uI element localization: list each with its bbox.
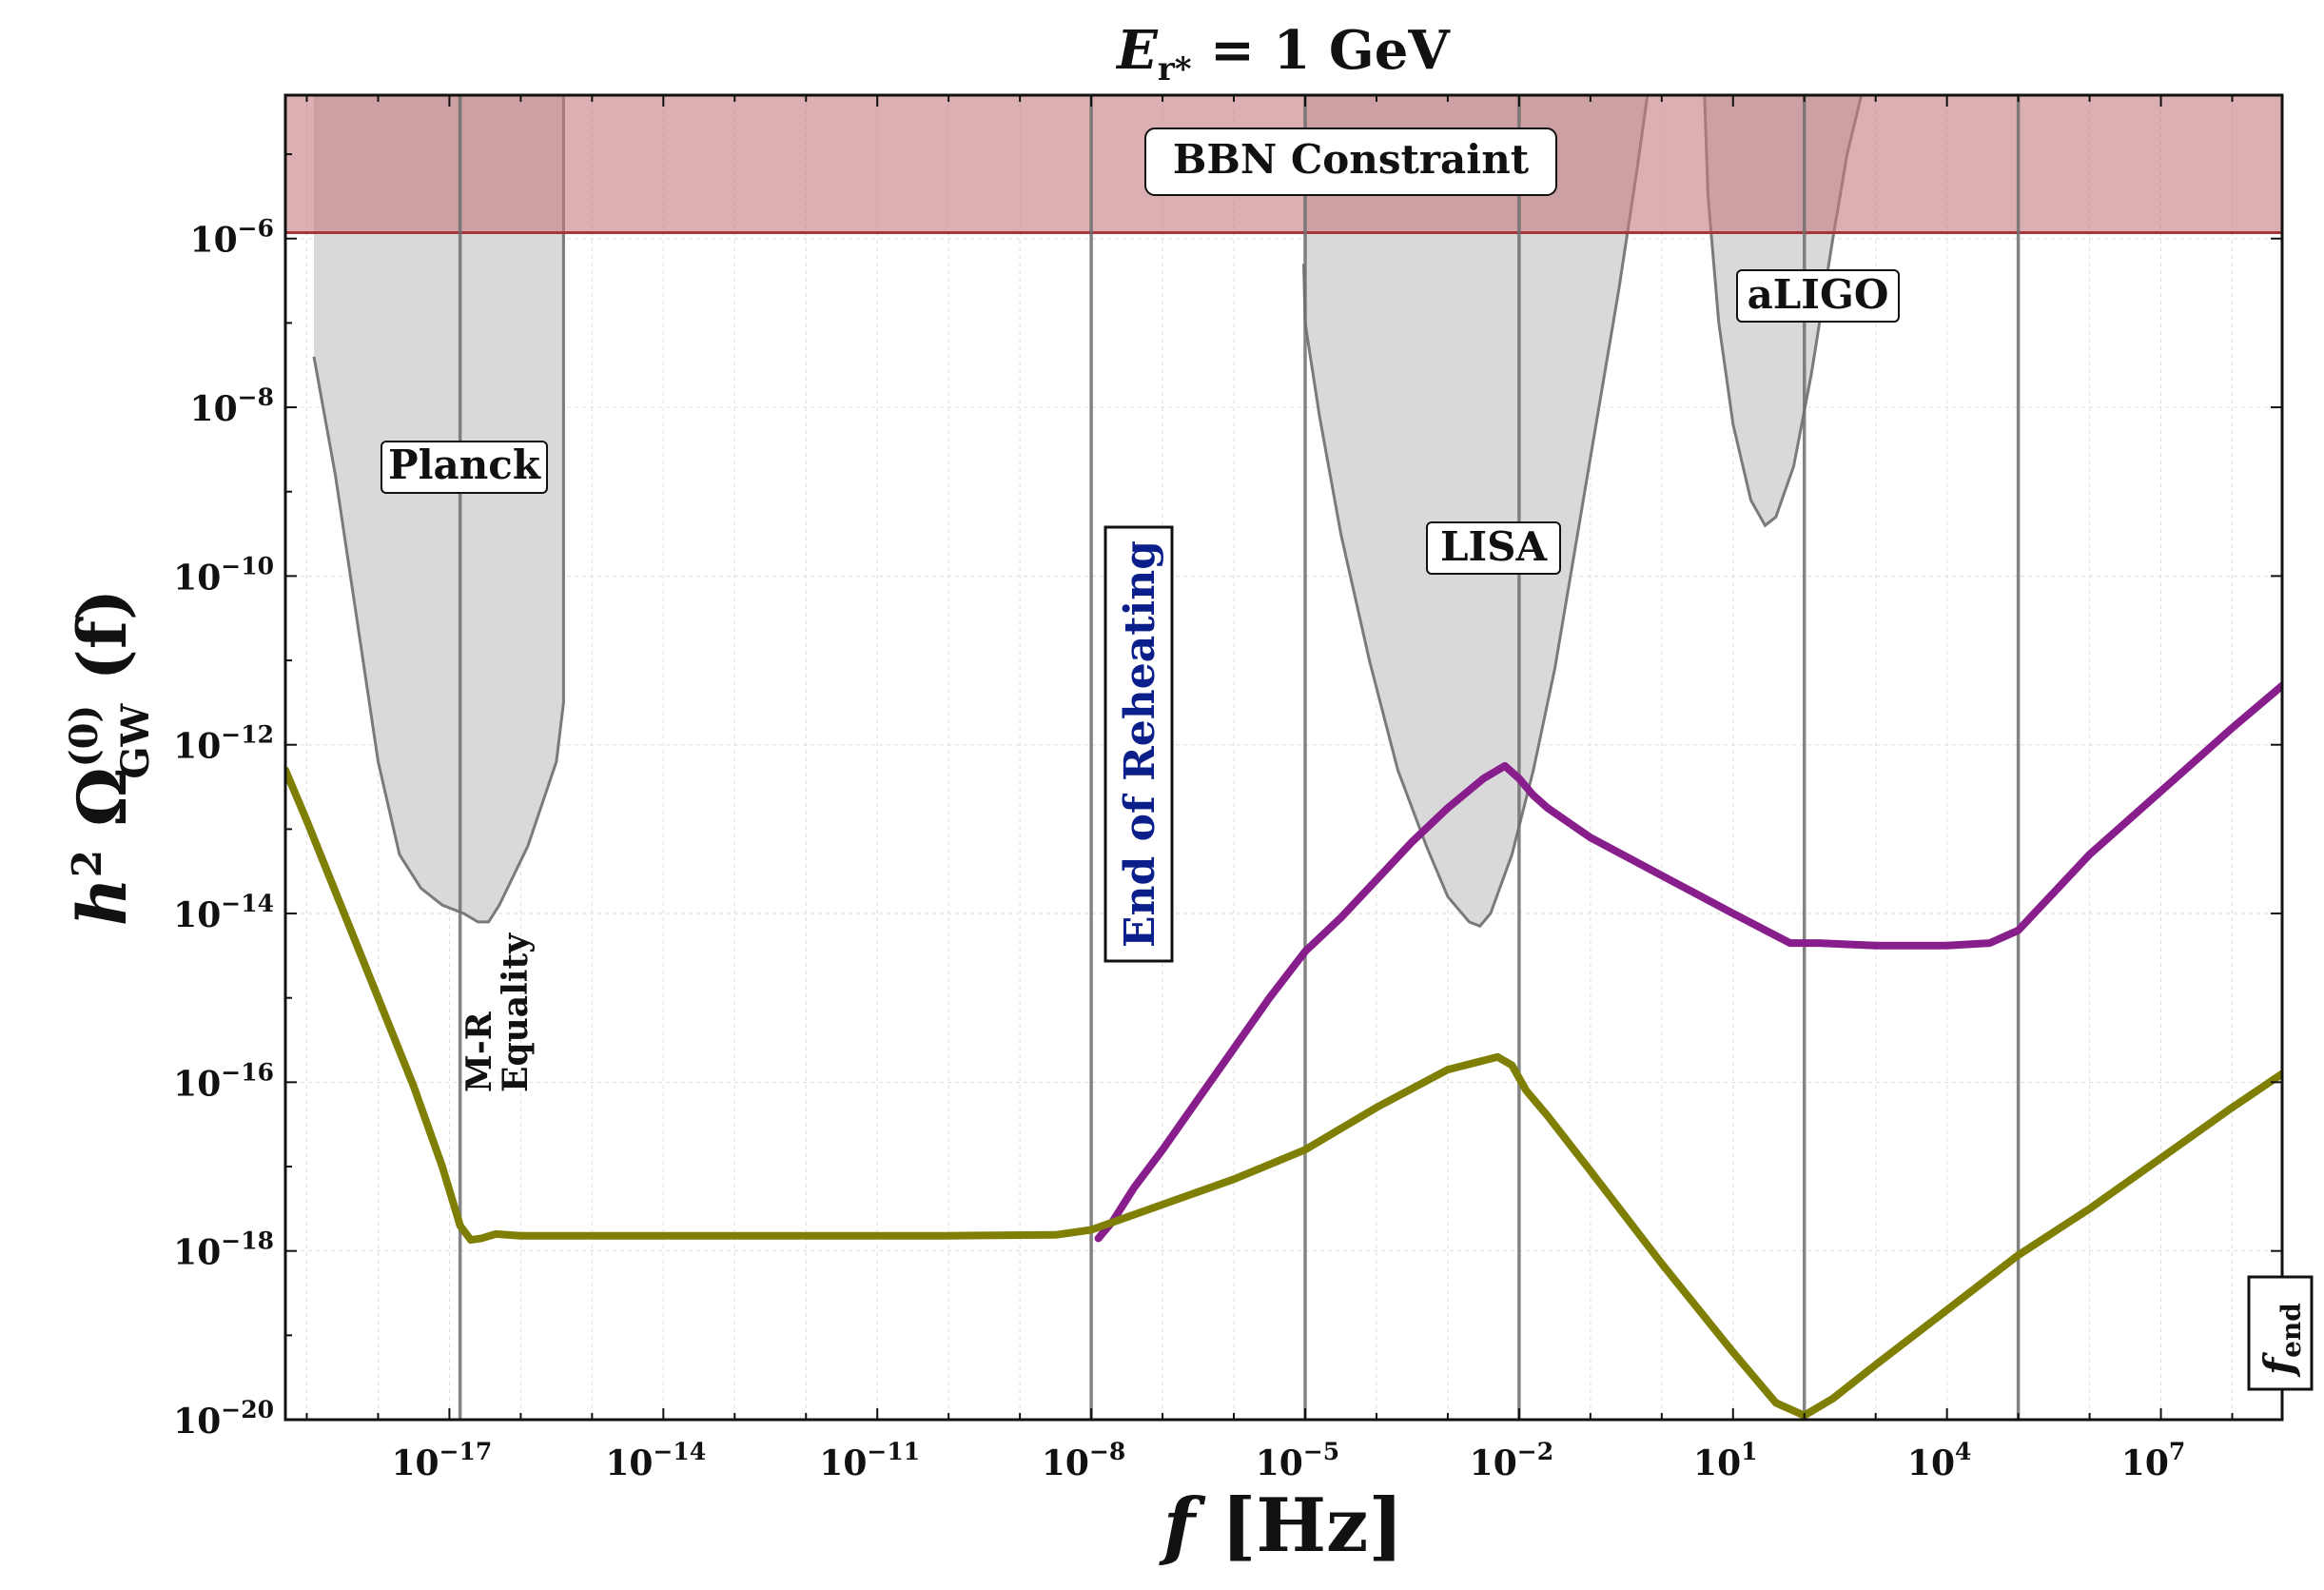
x-tick-label: 104	[1907, 1438, 1972, 1483]
lisa-label: LISA	[1440, 523, 1549, 570]
plot-frame	[283, 93, 2284, 1422]
x-tick-label: 10−2	[1470, 1438, 1553, 1483]
y-label-subscript: GW	[113, 702, 158, 778]
x-tick-label: 101	[1693, 1438, 1758, 1483]
vertical-reference-lines	[458, 95, 2021, 1420]
axis-ticks: 10−17 10−14 10−11 10−8 10−5 10−2 101 104 107 10−6…	[173, 95, 2282, 1483]
planck-sensitivity-curve	[312, 95, 565, 924]
planck-label: Planck	[388, 442, 541, 488]
purple-spectrum-line	[1094, 681, 2282, 1243]
lisa-sensitivity-curve	[1302, 95, 1650, 929]
y-tick-label: 10−20	[173, 1396, 274, 1442]
x-label-unit: [Hz]	[1195, 1482, 1403, 1569]
reheating-label-box	[1103, 525, 1174, 963]
lisa-sensitivity-region	[1303, 95, 1648, 927]
chart-title: Er* = 1 GeV	[1115, 19, 1451, 88]
spectrum-series	[285, 681, 2282, 1420]
y-label-omega: Ω	[63, 767, 142, 850]
y-tick-label: 10−18	[173, 1227, 274, 1273]
mr-equality-label: M-REquality	[459, 932, 536, 1092]
y-tick-label: 10−14	[173, 890, 274, 935]
y-label-square: 2	[64, 850, 110, 877]
y-label-h: h	[63, 877, 142, 926]
y-axis-label: h2 Ω(0) GW (f)	[62, 589, 158, 926]
y-label-superscript: (0)	[62, 705, 107, 768]
x-tick-label: 10−8	[1042, 1438, 1125, 1483]
x-tick-label: 10−14	[605, 1438, 706, 1483]
x-axis-label: f [Hz]	[1159, 1482, 1404, 1569]
x-tick-label: 107	[2121, 1438, 2186, 1483]
x-tick-label: 10−11	[819, 1438, 920, 1483]
y-tick-label: 10−16	[173, 1058, 274, 1104]
y-tick-label: 10−12	[173, 721, 274, 767]
title-rest: = 1 GeV	[1192, 19, 1452, 82]
x-tick-label: 10−5	[1256, 1438, 1339, 1483]
reheating-label: End of Reheating	[1116, 540, 1164, 948]
title-main: E	[1115, 19, 1159, 82]
lisa-label-box	[1426, 521, 1561, 575]
y-label-arg: (f)	[63, 589, 142, 704]
fend-label: fend	[2256, 1303, 2307, 1378]
fend-subscript: end	[2275, 1303, 2307, 1358]
mr-label-line1: M-R	[459, 1011, 499, 1092]
aligo-label-box	[1736, 269, 1900, 323]
mr-label-line2: Equality	[496, 932, 536, 1092]
bbn-label: BBN Constraint	[1173, 136, 1530, 183]
olive-spectrum-line	[285, 766, 2282, 1420]
y-tick-label: 10−6	[190, 215, 274, 261]
fend-label-box	[2247, 1275, 2314, 1391]
bbn-label-box	[1144, 128, 1557, 196]
planck-sensitivity-region	[314, 95, 564, 922]
aligo-label: aLIGO	[1748, 271, 1889, 318]
x-tick-label: 10−17	[391, 1438, 492, 1483]
y-tick-label: 10−8	[190, 383, 274, 429]
y-tick-label: 10−10	[173, 552, 274, 598]
title-subscript: r*	[1158, 50, 1192, 88]
planck-label-box	[381, 441, 548, 494]
grid-lines	[285, 95, 2282, 1421]
